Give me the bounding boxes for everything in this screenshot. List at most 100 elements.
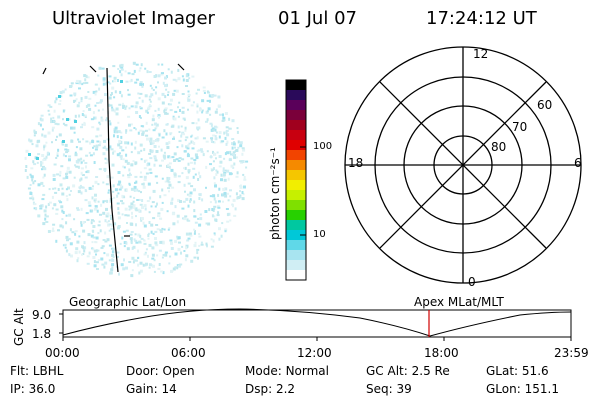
image-pixel (166, 210, 169, 213)
image-pixel (184, 215, 188, 218)
mlt-label-0: 0 (468, 275, 476, 289)
image-pixel (181, 106, 185, 109)
image-pixel (51, 230, 55, 232)
image-pixel (152, 232, 155, 235)
image-pixel (222, 116, 226, 120)
image-pixel (24, 169, 27, 172)
image-pixel (167, 187, 171, 190)
image-pixel (177, 199, 181, 202)
image-pixel (114, 188, 118, 192)
image-pixel (202, 89, 206, 92)
image-pixel (228, 117, 231, 121)
image-pixel (190, 157, 194, 160)
image-pixel (164, 180, 168, 183)
image-pixel (129, 237, 133, 241)
image-pixel (188, 194, 192, 198)
image-pixel (220, 173, 223, 177)
image-pixel (77, 158, 81, 162)
image-pixel (69, 94, 73, 97)
image-pixel (228, 127, 232, 130)
image-pixel (42, 128, 44, 131)
image-pixel (235, 175, 239, 178)
image-bright-pixel (120, 80, 123, 83)
image-pixel (91, 196, 94, 200)
image-pixel (40, 118, 44, 122)
image-pixel (130, 164, 134, 167)
image-pixel (192, 175, 195, 179)
image-pixel (103, 252, 106, 255)
image-pixel (93, 145, 96, 148)
image-pixel (75, 98, 78, 101)
image-pixel (245, 160, 249, 163)
image-pixel (107, 189, 110, 192)
image-pixel (147, 162, 151, 166)
image-pixel (138, 190, 141, 193)
image-pixel (97, 74, 100, 77)
image-pixel (161, 72, 164, 75)
image-pixel (123, 241, 127, 245)
image-pixel (180, 251, 182, 255)
image-pixel (237, 196, 240, 199)
image-pixel (100, 203, 103, 207)
colorbar-segment (286, 90, 306, 101)
image-pixel (151, 142, 154, 145)
image-pixel (40, 181, 44, 185)
image-pixel (168, 262, 171, 265)
image-pixel (120, 63, 124, 67)
image-pixel (141, 99, 144, 103)
image-pixel (120, 94, 123, 98)
image-pixel (222, 170, 225, 172)
image-pixel (147, 182, 151, 186)
image-pixel (108, 96, 112, 100)
image-pixel (159, 229, 163, 232)
image-pixel (233, 146, 236, 149)
image-pixel (140, 116, 142, 119)
image-pixel (213, 152, 217, 156)
image-pixel (61, 209, 64, 213)
image-pixel (149, 100, 152, 103)
image-pixel (97, 200, 100, 203)
image-pixel (143, 253, 147, 256)
image-pixel (101, 263, 105, 266)
image-pixel (148, 221, 151, 224)
image-pixel (179, 109, 181, 112)
image-pixel (138, 208, 141, 212)
image-pixel (133, 127, 136, 129)
image-pixel (83, 74, 87, 78)
image-pixel (207, 222, 211, 226)
image-pixel (193, 188, 196, 192)
image-pixel (180, 134, 183, 138)
image-pixel (120, 66, 124, 69)
image-pixel (58, 199, 61, 202)
colorbar-segment (286, 160, 306, 171)
image-pixel (243, 185, 246, 189)
image-pixel (124, 106, 127, 110)
image-pixel (242, 148, 246, 152)
image-pixel (208, 208, 211, 212)
image-pixel (129, 233, 133, 236)
image-pixel (125, 189, 128, 192)
observation-date: 01 Jul 07 (278, 8, 357, 29)
image-pixel (80, 221, 83, 225)
info-gain: Gain: 14 (126, 382, 177, 396)
image-pixel (148, 211, 151, 214)
image-pixel (61, 187, 64, 190)
image-pixel (128, 261, 132, 263)
image-pixel (107, 191, 110, 194)
image-pixel (70, 139, 74, 143)
image-pixel (32, 160, 35, 164)
image-pixel (146, 137, 149, 141)
image-pixel (172, 78, 176, 81)
image-pixel (80, 167, 84, 170)
image-pixel (123, 258, 125, 262)
image-pixel (212, 150, 214, 154)
image-pixel (89, 141, 92, 145)
image-pixel (132, 260, 135, 264)
image-pixel (177, 68, 180, 72)
image-pixel (181, 93, 185, 95)
image-pixel (35, 207, 38, 211)
image-pixel (79, 184, 82, 188)
image-pixel (149, 137, 153, 141)
image-pixel (201, 198, 204, 202)
image-pixel (68, 213, 72, 217)
